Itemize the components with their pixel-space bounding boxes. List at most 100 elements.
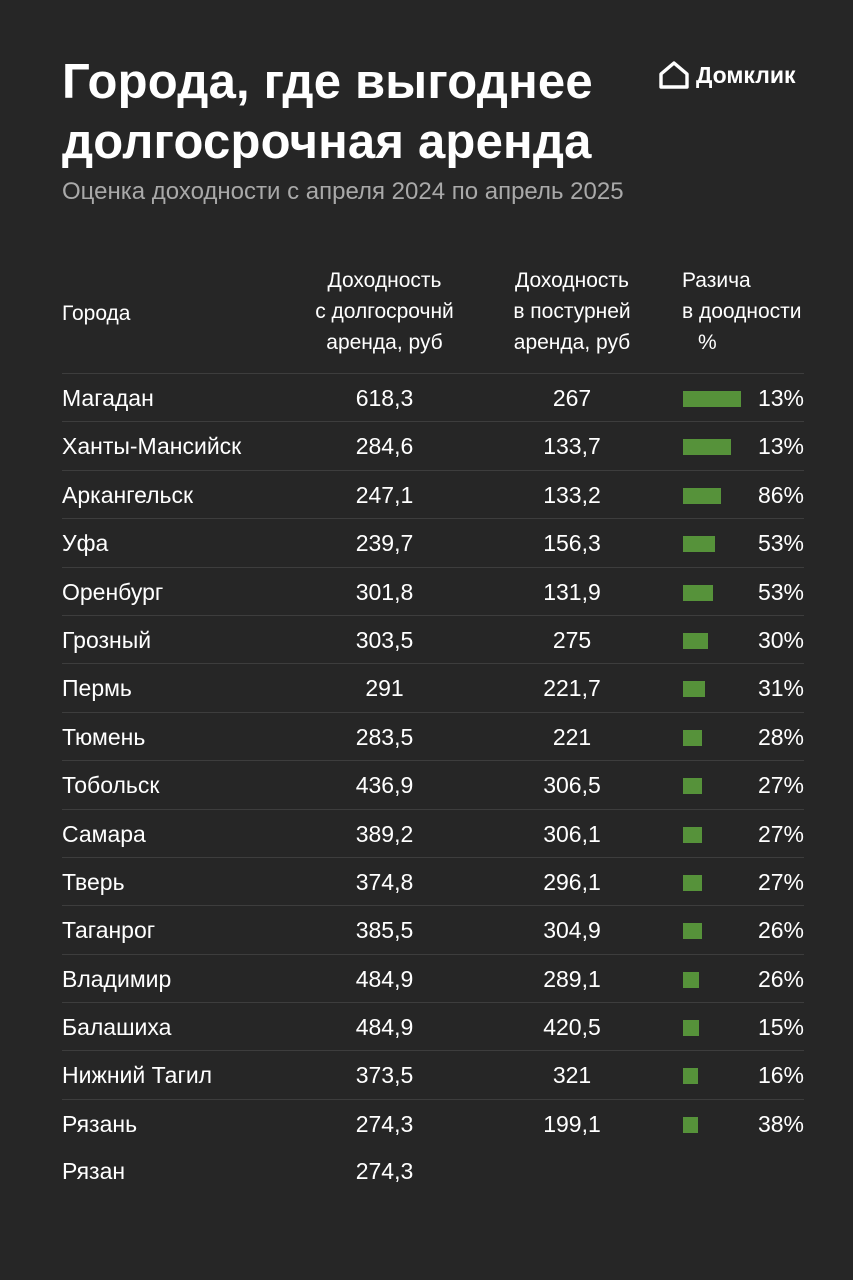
table-row: Рязань 274,3 199,1 38%: [62, 1098, 804, 1147]
table-row: Уфа 239,7 156,3 53%: [62, 518, 804, 566]
difference-percent: 26%: [757, 917, 804, 944]
column-header-diff-line: %: [698, 331, 717, 354]
short-term-yield: 296,1: [543, 868, 601, 895]
short-term-yield: 133,2: [543, 481, 601, 508]
column-header-long-line: с долгосрочнй: [315, 300, 454, 323]
city-name: Таганрог: [62, 917, 156, 944]
difference-percent: 27%: [757, 820, 804, 847]
difference-bar: [683, 874, 702, 891]
long-term-yield: 484,9: [355, 1014, 414, 1041]
table-row: Тверь 374,8 296,1 27%: [62, 856, 804, 905]
difference-bar: [683, 1116, 698, 1133]
difference-bar: [683, 778, 702, 795]
long-term-yield: 374,8: [355, 868, 414, 895]
city-name: Оренбург: [62, 578, 164, 605]
chart-title: Города, где выгоднее долгосрочная аренда: [62, 55, 593, 169]
city-name: Пермь: [62, 675, 132, 702]
column-header-short-line: аренда, руб: [513, 331, 631, 354]
difference-bar: [683, 971, 699, 988]
short-term-yield: 156,3: [543, 530, 601, 557]
column-header-short-line: Доходность: [515, 269, 629, 292]
difference-percent: 26%: [757, 965, 804, 992]
difference-percent: 53%: [757, 530, 804, 557]
city-name: Владимир: [62, 965, 172, 992]
long-term-yield: 303,5: [355, 626, 414, 653]
table-row: Грозный 303,5 275 30%: [62, 614, 804, 663]
difference-percent: 27%: [757, 868, 804, 895]
column-header-difference: Разича в доодности %: [682, 265, 842, 358]
difference-percent: 86%: [757, 481, 804, 508]
city-name: Тобольск: [62, 772, 160, 799]
city-name: Нижний Тагил: [62, 1062, 213, 1089]
long-term-yield: 284,6: [355, 433, 414, 460]
chart-subtitle: Оценка доходности с апреля 2024 по апрел…: [62, 178, 624, 205]
long-term-yield: 301,8: [355, 578, 414, 605]
table-row: Магадан 618,3 267 13%: [62, 373, 804, 421]
column-header-long-term: Доходность с долгосрочнй аренда, руб: [282, 265, 487, 358]
short-term-yield: 321: [552, 1062, 592, 1089]
city-name: Ханты-Мансийск: [62, 433, 242, 460]
short-term-yield: 420,5: [543, 1014, 601, 1041]
long-term-yield: 291: [365, 675, 404, 702]
brand-logo: Домклик: [658, 60, 795, 90]
difference-bar: [683, 923, 702, 940]
short-term-yield: 199,1: [543, 1110, 601, 1137]
column-header-long-line: аренда, руб: [326, 331, 443, 354]
city-name: Уфа: [62, 530, 109, 557]
city-name: Тверь: [62, 868, 125, 895]
long-term-yield: 274,3: [355, 1110, 414, 1137]
long-term-yield: 247,1: [355, 481, 414, 508]
table-row: Балашиха 484,9 420,5 15%: [62, 1002, 804, 1050]
city-name: Магадан: [62, 385, 154, 411]
long-term-yield: 484,9: [355, 965, 414, 992]
table-row: Самара 389,2 306,1 27%: [62, 808, 804, 857]
difference-bar: [683, 584, 713, 601]
difference-bar: [683, 439, 731, 456]
long-term-yield: 239,7: [355, 530, 414, 557]
long-term-yield: 385,5: [355, 917, 414, 944]
city-name: Грозный: [62, 626, 152, 653]
city-name: Балашиха: [62, 1014, 172, 1041]
short-term-yield: 306,1: [543, 820, 601, 847]
long-term-yield: 283,5: [355, 723, 414, 750]
difference-percent: 31%: [757, 675, 804, 702]
city-name: Тюмень: [62, 723, 146, 750]
table-row: Нижний Тагил 373,5 321 16%: [62, 1050, 804, 1098]
short-term-yield: 275: [552, 626, 592, 653]
long-term-yield: 373,5: [355, 1062, 414, 1089]
table-row: Тюмень 283,5 221 28%: [62, 711, 804, 760]
column-header-short-term: Доходность в постурней аренда, руб: [482, 265, 662, 358]
difference-percent: 28%: [757, 723, 804, 750]
table-row: Аркангельск 247,1 133,2 86%: [62, 469, 804, 518]
difference-bar: [683, 632, 708, 649]
table-row: Владимир 484,9 289,1 26%: [62, 953, 804, 1002]
difference-percent: 13%: [757, 385, 804, 411]
short-term-yield: 304,9: [543, 917, 601, 944]
long-term-yield: 274,3: [355, 1158, 414, 1185]
short-term-yield: 221: [552, 723, 592, 750]
difference-bar: [683, 487, 721, 504]
short-term-yield: 221,7: [543, 675, 601, 702]
column-header-diff-line: Разича: [682, 269, 751, 292]
short-term-yield: 289,1: [543, 965, 601, 992]
difference-bar: [683, 681, 705, 698]
long-term-yield: 389,2: [355, 820, 414, 847]
brand-logo-text: Домклик: [696, 61, 796, 88]
long-term-yield: 436,9: [355, 772, 414, 799]
column-header-diff-line: в доодности: [682, 300, 802, 323]
column-header-city: Города: [62, 302, 131, 325]
table-row: Таганрог 385,5 304,9 26%: [62, 905, 804, 953]
difference-bar: [683, 1020, 699, 1037]
difference-bar: [683, 1068, 698, 1085]
difference-percent: 27%: [757, 772, 804, 799]
difference-bar: [683, 536, 715, 553]
table-row: Рязан 274,3: [62, 1147, 804, 1195]
difference-percent: 13%: [757, 433, 804, 460]
difference-percent: 53%: [757, 578, 804, 605]
city-name: Самара: [62, 820, 146, 847]
short-term-yield: 306,5: [543, 772, 601, 799]
table-row: Тобольск 436,9 306,5 27%: [62, 760, 804, 808]
difference-percent: 30%: [757, 626, 804, 653]
column-header-long-line: Доходность: [327, 269, 442, 292]
short-term-yield: 267: [552, 385, 592, 411]
